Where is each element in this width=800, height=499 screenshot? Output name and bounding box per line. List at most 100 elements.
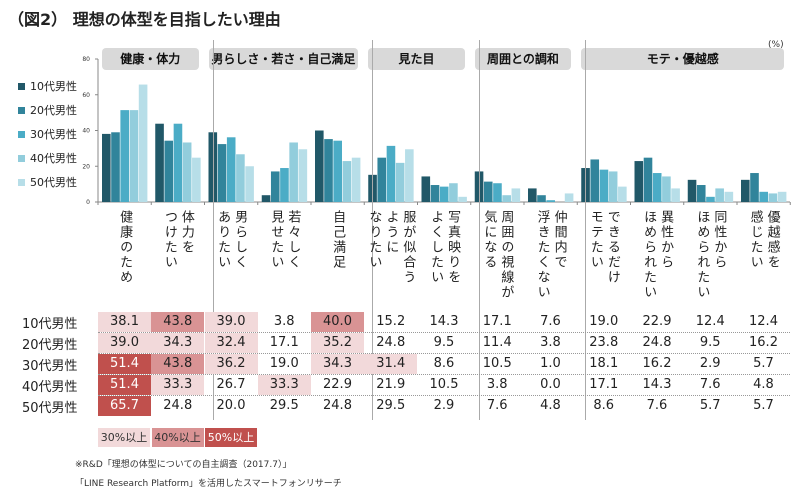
bar — [564, 193, 574, 202]
category-label: 同性から ほめられたい — [694, 210, 727, 300]
y-tick-label: 0 — [86, 199, 90, 206]
group-divider — [212, 40, 214, 420]
legend-label: 20代男性 — [30, 104, 77, 117]
bar — [439, 186, 449, 202]
bar — [270, 171, 280, 202]
table-cell: 17.1 — [482, 314, 512, 329]
bar — [687, 179, 697, 202]
table-cell: 22.9 — [323, 377, 352, 392]
legend-swatch — [18, 154, 25, 162]
bar — [590, 159, 600, 202]
legend-item: 40代男性 — [18, 150, 77, 166]
table-cell: 14.3 — [429, 314, 459, 329]
legend-label: 50代男性 — [30, 176, 77, 189]
table-cell: 5.7 — [699, 398, 721, 413]
legend-swatch — [18, 82, 25, 90]
bar — [715, 188, 724, 202]
legend-label: 30代男性 — [30, 128, 77, 141]
legend-label: 40代男性 — [30, 152, 77, 165]
bar — [502, 195, 511, 202]
bar — [324, 139, 333, 202]
table-cell: 36.2 — [204, 354, 258, 374]
legend-swatch — [18, 178, 25, 186]
table-cell: 24.8 — [163, 398, 193, 413]
bar — [662, 176, 671, 202]
table-cell: 15.2 — [376, 314, 406, 329]
table-cell: 5.7 — [753, 356, 774, 371]
table-cell: 12.4 — [695, 314, 725, 329]
bar — [395, 162, 405, 202]
table-cell: 43.8 — [151, 354, 205, 374]
table-cell: 51.4 — [98, 354, 151, 374]
bar — [315, 130, 324, 202]
table-cell: 11.4 — [482, 335, 512, 350]
bar — [511, 188, 521, 202]
threshold-key: 40%以上 — [151, 428, 204, 447]
table-cell: 19.0 — [589, 314, 619, 329]
bar — [458, 196, 467, 202]
table-cell: 20.0 — [216, 398, 246, 413]
bar — [777, 191, 787, 202]
category-label: 仲間内で 浮きたくない — [534, 210, 567, 300]
group-divider — [372, 40, 374, 420]
bar — [333, 140, 342, 202]
group-header: 健康・体力 — [102, 48, 199, 70]
y-tick-label: 40 — [82, 128, 90, 135]
table-cell: 33.3 — [257, 375, 311, 395]
bar — [155, 123, 164, 202]
category-label: 自己満足 — [330, 210, 346, 270]
footnote-method: 「LINE Research Platform」を活用したスマートフォンリサーチ — [75, 479, 342, 489]
legend-item: 20代男性 — [18, 102, 77, 118]
legend-label: 10代男性 — [30, 80, 77, 93]
bar — [377, 157, 387, 202]
group-divider — [478, 40, 480, 420]
unit-label: (%) — [768, 40, 784, 50]
bar — [280, 168, 289, 202]
table-cell: 24.8 — [376, 335, 406, 350]
table-cell: 43.8 — [151, 312, 205, 332]
bar — [759, 191, 768, 202]
group-header: 周囲との調和 — [474, 48, 572, 70]
table-cell: 17.1 — [269, 335, 299, 350]
table-cell: 7.6 — [699, 377, 721, 392]
bar — [608, 171, 618, 202]
bar — [546, 200, 555, 202]
row-separator — [98, 374, 790, 375]
bar — [164, 140, 174, 202]
category-label: 異性から ほめられたい — [641, 210, 674, 300]
row-label: 10代男性 — [22, 317, 78, 332]
bar — [634, 161, 644, 202]
table-cell: 17.1 — [589, 377, 619, 392]
bar — [652, 173, 662, 202]
legend-item: 30代男性 — [18, 126, 77, 142]
table-cell: 29.5 — [269, 398, 299, 413]
bar — [768, 193, 778, 202]
bar — [342, 161, 352, 202]
bar — [750, 173, 759, 202]
table-cell: 39.0 — [98, 333, 151, 353]
category-label: 優越感を 感じたい — [747, 210, 780, 270]
table-cell: 19.0 — [269, 356, 299, 371]
bar — [724, 191, 734, 202]
bar — [706, 196, 715, 202]
table-cell: 18.1 — [589, 356, 619, 371]
bar — [138, 84, 148, 202]
table-cell: 10.5 — [482, 356, 512, 371]
table-cell: 7.6 — [646, 398, 668, 413]
bar — [741, 179, 750, 202]
bar — [618, 186, 627, 202]
table-cell: 34.3 — [151, 333, 205, 353]
legend-item: 50代男性 — [18, 174, 77, 190]
y-tick-label: 80 — [82, 56, 90, 63]
table-cell: 2.9 — [433, 398, 455, 413]
group-header: モテ・優越感 — [581, 48, 785, 70]
table-cell: 3.8 — [486, 377, 508, 392]
bar — [351, 157, 361, 202]
table-cell: 8.6 — [433, 356, 455, 371]
bar — [430, 185, 440, 202]
category-label: 男らしく ありたい — [215, 210, 248, 270]
table-cell: 24.8 — [642, 335, 672, 350]
figure-title: （図2） 理想の体型を目指したい理由 — [8, 10, 281, 29]
table-cell: 3.8 — [273, 314, 295, 329]
